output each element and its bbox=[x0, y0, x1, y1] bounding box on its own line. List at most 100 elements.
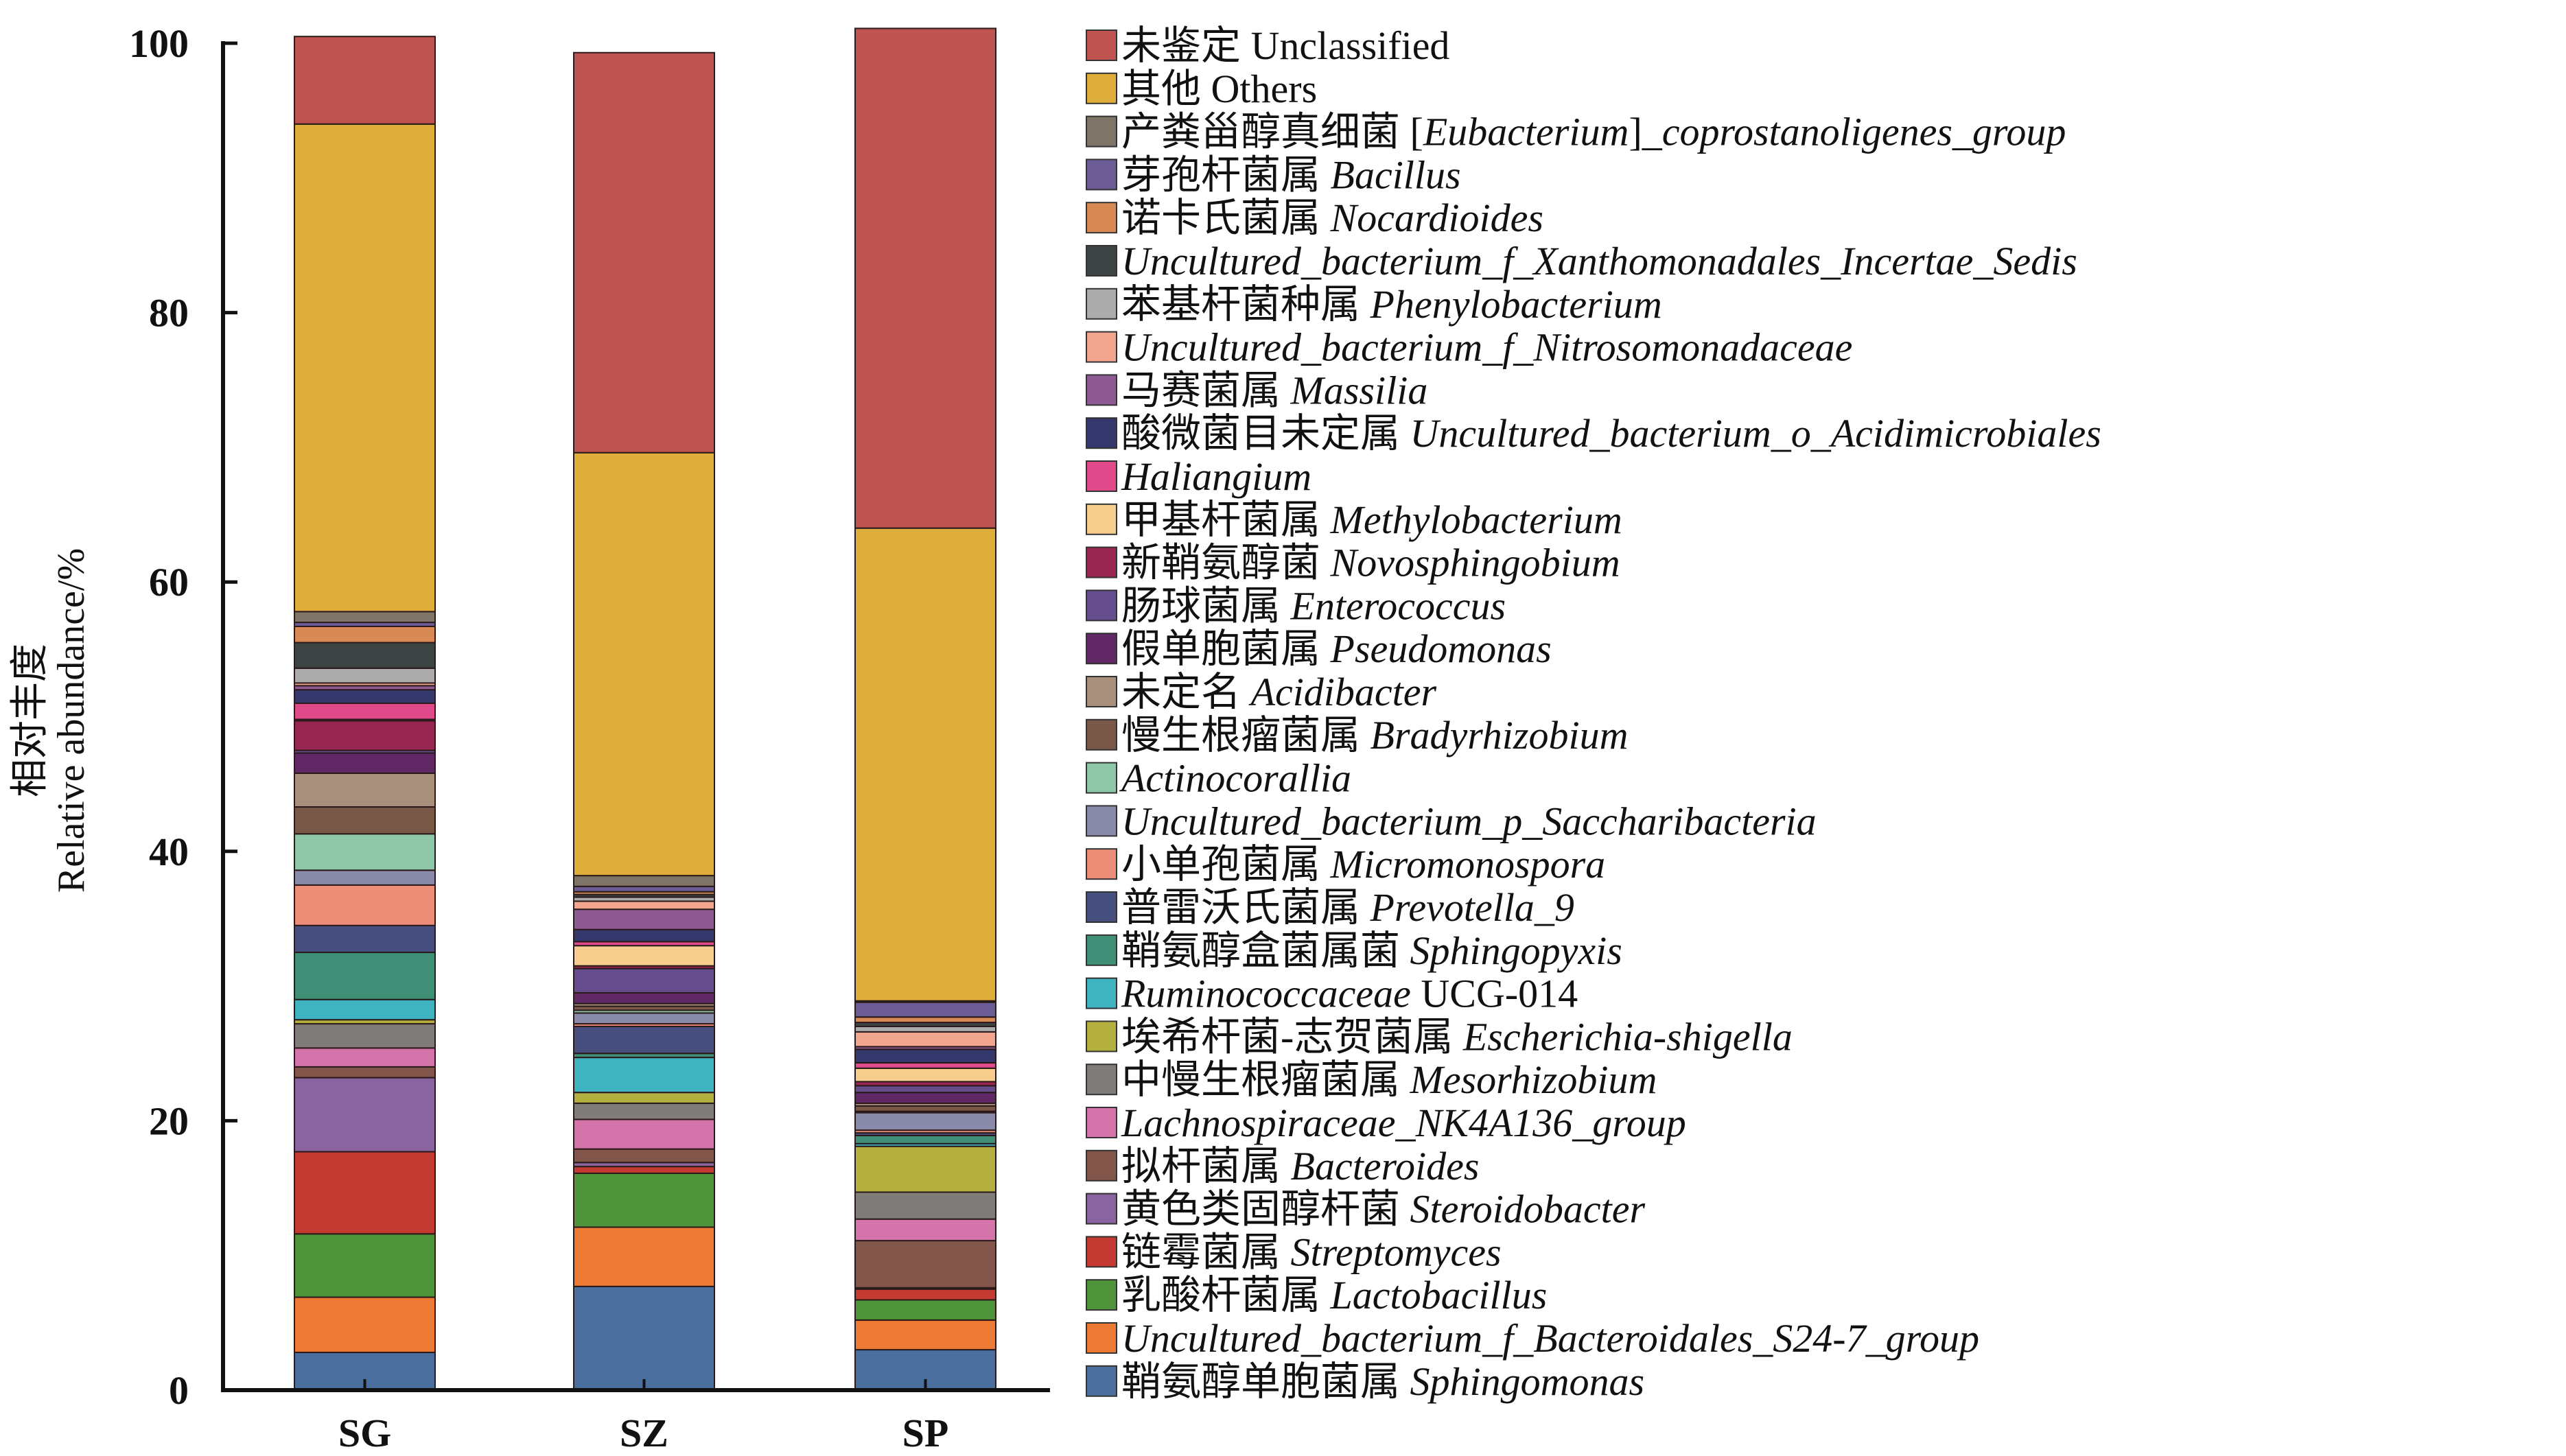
bar-segment bbox=[294, 884, 436, 926]
legend-item: 普雷沃氏菌属 Prevotella_9 bbox=[1086, 885, 1574, 930]
bar-segment bbox=[573, 1012, 715, 1025]
bar-segment bbox=[294, 752, 436, 774]
legend-swatch bbox=[1086, 72, 1117, 104]
legend-item: 芽孢杆菌属 Bacillus bbox=[1086, 152, 1461, 197]
y-tick-label: 100 bbox=[129, 21, 189, 66]
legend-item: 酸微菌目未定属 Uncultured_bacterium_o_Acidimicr… bbox=[1086, 411, 2101, 456]
legend-item: 产粪甾醇真细菌 [Eubacterium]_coprostanoligenes_… bbox=[1086, 110, 2066, 154]
y-tick-label: 40 bbox=[149, 830, 189, 874]
bar-segment bbox=[573, 945, 715, 967]
bar-segment bbox=[294, 720, 436, 751]
bar-segment bbox=[294, 1296, 436, 1354]
legend-label: 鞘氨醇盒菌属菌 Sphingopyxis bbox=[1121, 928, 1622, 973]
legend-label: Ruminococcaceae UCG-014 bbox=[1121, 972, 1578, 1016]
legend-swatch bbox=[1086, 1149, 1117, 1182]
bar-segment bbox=[294, 1023, 436, 1049]
bar-sp bbox=[854, 27, 996, 1391]
bar-segment bbox=[573, 1226, 715, 1287]
legend-item: 其他 Others bbox=[1086, 67, 1317, 111]
legend-swatch bbox=[1086, 417, 1117, 449]
legend-swatch bbox=[1086, 1064, 1117, 1096]
legend-item: 甲基杆菌属 Methylobacterium bbox=[1086, 497, 1622, 542]
legend-label: Lachnospiraceae_NK4A136_group bbox=[1121, 1101, 1686, 1145]
bar-segment bbox=[854, 1001, 996, 1018]
bar-segment bbox=[294, 869, 436, 886]
legend-item: 小单孢菌属 Micromonospora bbox=[1086, 842, 1605, 886]
bar-segment bbox=[573, 1102, 715, 1120]
legend-item: 埃希杆菌-志贺菌属 Escherichia-shigella bbox=[1086, 1014, 1793, 1059]
bar-segment bbox=[854, 1191, 996, 1220]
bar-segment bbox=[573, 991, 715, 1005]
bar-segment bbox=[294, 1066, 436, 1079]
legend-item: 诺卡氏菌属 Nocardioides bbox=[1086, 196, 1543, 240]
axes-layer bbox=[221, 41, 1050, 1392]
legend-label: Uncultured_bacterium_p_Saccharibacteria bbox=[1121, 799, 1817, 843]
legend-swatch bbox=[1086, 718, 1117, 751]
legend-swatch bbox=[1086, 633, 1117, 665]
bar-segment bbox=[573, 1285, 715, 1391]
bar-segment bbox=[854, 1145, 996, 1193]
legend-swatch bbox=[1086, 1322, 1117, 1354]
bar-segment bbox=[854, 1061, 996, 1069]
bar-segment bbox=[573, 1025, 715, 1055]
bar-segment bbox=[854, 1067, 996, 1083]
legend-label: 黄色类固醇杆菌 Steroidobacter bbox=[1121, 1187, 1646, 1232]
legend-item: Haliangium bbox=[1086, 454, 1311, 499]
bar-segment bbox=[854, 527, 996, 1002]
bar-segment bbox=[854, 1319, 996, 1351]
bar-segment bbox=[294, 611, 436, 624]
legend-label: 乳酸杆菌属 Lactobacillus bbox=[1121, 1273, 1547, 1317]
legend-item: 拟杆菌属 Bacteroides bbox=[1086, 1144, 1479, 1188]
legend-item: 鞘氨醇盒菌属菌 Sphingopyxis bbox=[1086, 928, 1622, 973]
bar-segment bbox=[854, 1016, 996, 1024]
bar-segment bbox=[573, 885, 715, 893]
bar-segment bbox=[573, 1148, 715, 1164]
legend-item: Uncultured_bacterium_f_Xanthomonadales_I… bbox=[1086, 239, 2077, 283]
legend-swatch bbox=[1086, 287, 1117, 320]
bar-segment bbox=[573, 451, 715, 877]
y-axis-title-en: Relative abundance/% bbox=[50, 548, 93, 893]
bar-segment bbox=[294, 924, 436, 954]
legend-swatch bbox=[1086, 245, 1117, 277]
legend-item: 新鞘氨醇菌 Novosphingobium bbox=[1086, 541, 1620, 585]
bar-segment bbox=[854, 1240, 996, 1289]
legend-item: 苯基杆菌种属 Phenylobacterium bbox=[1086, 282, 1662, 327]
legend-swatch bbox=[1086, 1365, 1117, 1397]
x-tick-label: SP bbox=[902, 1411, 949, 1455]
legend-label: 小单孢菌属 Micromonospora bbox=[1121, 842, 1605, 886]
legend-swatch bbox=[1086, 891, 1117, 923]
legend-swatch bbox=[1086, 1107, 1117, 1138]
bar-segment bbox=[294, 123, 436, 613]
bar-segment bbox=[294, 998, 436, 1021]
bar-segment bbox=[573, 1166, 715, 1174]
bar-segment bbox=[294, 772, 436, 808]
bar-segment bbox=[573, 1118, 715, 1150]
bar-segment bbox=[294, 833, 436, 871]
legend-swatch bbox=[1086, 374, 1117, 406]
legend-swatch bbox=[1086, 503, 1117, 535]
bar-segment bbox=[573, 1092, 715, 1104]
bar-segment bbox=[854, 1048, 996, 1064]
x-tick-label: SZ bbox=[620, 1411, 668, 1455]
legend-label: Uncultured_bacterium_f_Nitrosomonadaceae bbox=[1121, 325, 1852, 370]
legend-label: Actinocorallia bbox=[1119, 756, 1351, 801]
legend-item: 乳酸杆菌属 Lactobacillus bbox=[1086, 1273, 1547, 1317]
legend-label: 产粪甾醇真细菌 [Eubacterium]_coprostanoligenes_… bbox=[1121, 110, 2066, 154]
legend-swatch bbox=[1086, 934, 1117, 966]
legend-label: Uncultured_bacterium_f_Bacteroidales_S24… bbox=[1121, 1316, 1979, 1361]
legend-label: 其他 Others bbox=[1121, 67, 1317, 111]
bar-sz bbox=[573, 51, 715, 1391]
bar-segment bbox=[294, 36, 436, 125]
bar-segment bbox=[854, 27, 996, 529]
legend-item: 未鉴定 Unclassified bbox=[1086, 23, 1449, 68]
legend-label: 普雷沃氏菌属 Prevotella_9 bbox=[1121, 885, 1574, 930]
legend-swatch bbox=[1086, 30, 1117, 61]
legend-swatch bbox=[1086, 115, 1117, 148]
x-tick-label: SG bbox=[338, 1411, 391, 1455]
legend-label: 苯基杆菌种属 Phenylobacterium bbox=[1121, 282, 1662, 327]
legend-swatch bbox=[1086, 1236, 1117, 1268]
bar-segment bbox=[854, 1031, 996, 1048]
bar-segment bbox=[294, 702, 436, 720]
legend-item: 链霉菌属 Streptomyces bbox=[1086, 1230, 1502, 1274]
